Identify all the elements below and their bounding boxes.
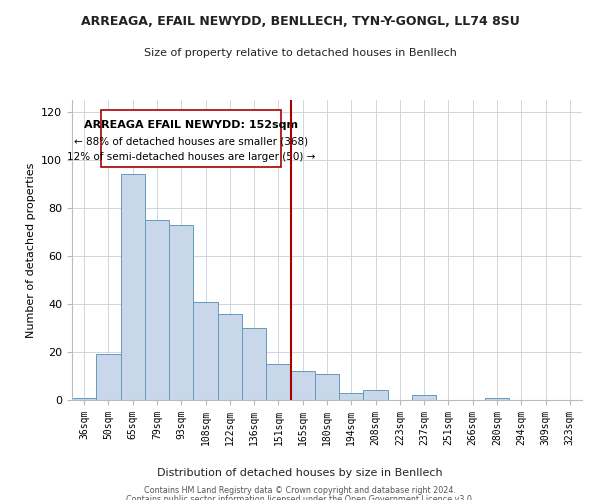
Text: Contains public sector information licensed under the Open Government Licence v3: Contains public sector information licen… (126, 495, 474, 500)
Text: ARREAGA EFAIL NEWYDD: 152sqm: ARREAGA EFAIL NEWYDD: 152sqm (84, 120, 298, 130)
Bar (485, 398, 509, 400)
Bar (412, 395, 436, 400)
Text: ARREAGA, EFAIL NEWYDD, BENLLECH, TYN-Y-GONGL, LL74 8SU: ARREAGA, EFAIL NEWYDD, BENLLECH, TYN-Y-G… (80, 15, 520, 28)
Bar (101, 110, 281, 167)
Bar (193, 302, 218, 400)
Text: Size of property relative to detached houses in Benllech: Size of property relative to detached ho… (143, 48, 457, 58)
Bar (96, 354, 121, 400)
Text: ← 88% of detached houses are smaller (368): ← 88% of detached houses are smaller (36… (74, 136, 308, 146)
Bar (364, 390, 388, 400)
Y-axis label: Number of detached properties: Number of detached properties (26, 162, 35, 338)
Bar (121, 174, 145, 400)
Bar (242, 328, 266, 400)
Bar (290, 371, 315, 400)
Text: Distribution of detached houses by size in Benllech: Distribution of detached houses by size … (157, 468, 443, 477)
Bar (315, 374, 339, 400)
Bar (145, 220, 169, 400)
Text: Contains HM Land Registry data © Crown copyright and database right 2024.: Contains HM Land Registry data © Crown c… (144, 486, 456, 495)
Bar (72, 398, 96, 400)
Text: 12% of semi-detached houses are larger (50) →: 12% of semi-detached houses are larger (… (67, 152, 315, 162)
Bar (218, 314, 242, 400)
Bar (339, 393, 364, 400)
Bar (169, 225, 193, 400)
Bar (266, 364, 290, 400)
